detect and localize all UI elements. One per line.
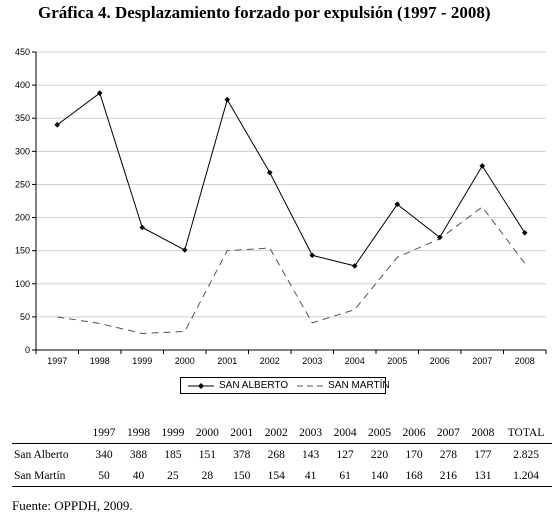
data-point-marker bbox=[521, 229, 528, 236]
table-cell: 151 bbox=[198, 448, 216, 461]
table-cell: 1.204 bbox=[500, 465, 552, 487]
data-point-marker bbox=[436, 234, 443, 241]
column-header: 2003 bbox=[293, 422, 328, 444]
table-header-row: 1997 1998 1999 2000 2001 2002 2003 2004 2005 2006… bbox=[12, 422, 552, 444]
table-corner bbox=[12, 422, 87, 444]
data-point-marker bbox=[181, 247, 188, 253]
axes bbox=[32, 51, 547, 354]
table-cell: 140 bbox=[362, 465, 397, 487]
x-tick-label: 1999 bbox=[132, 356, 152, 366]
data-point-marker bbox=[394, 201, 401, 208]
column-header: 1999 bbox=[155, 422, 191, 444]
table-cell: 168 bbox=[396, 465, 432, 487]
source-note: Fuente: OPPDH, 2009. bbox=[12, 498, 133, 513]
chart-title: Gráfica 4. Desplazamiento forzado por ex… bbox=[38, 3, 491, 22]
y-tick-label: 0 bbox=[25, 345, 30, 355]
series-line-san-martin bbox=[57, 206, 526, 334]
data-point-marker bbox=[309, 252, 316, 259]
row-label: San Martín bbox=[12, 465, 87, 487]
column-header: 1997 bbox=[86, 422, 122, 444]
column-header: 1998 bbox=[121, 422, 156, 444]
x-tick-label: 1998 bbox=[90, 356, 110, 366]
table-cell: 170 bbox=[405, 448, 423, 461]
table-cell: 127 bbox=[336, 448, 354, 461]
legend-item-san-alberto: SAN ALBERTO bbox=[187, 380, 288, 391]
table-cell: 154 bbox=[258, 465, 294, 487]
y-tick-label: 100 bbox=[15, 279, 30, 289]
column-header: 2006 bbox=[396, 422, 432, 444]
column-header: 2001 bbox=[224, 422, 259, 444]
table-cell: 216 bbox=[431, 465, 466, 487]
y-tick-label: 150 bbox=[15, 246, 30, 256]
x-tick-label: 2000 bbox=[175, 356, 195, 366]
x-tick-label: 2005 bbox=[387, 356, 407, 366]
row-label: San Alberto bbox=[14, 448, 69, 461]
legend-solid-line-icon bbox=[188, 382, 214, 389]
table-cell: 25 bbox=[155, 465, 191, 487]
legend-item-san-martin: SAN MARTÍN bbox=[296, 380, 390, 391]
column-header: 2005 bbox=[362, 422, 397, 444]
x-tick-label: 2006 bbox=[430, 356, 450, 366]
y-tick-label: 300 bbox=[15, 146, 30, 156]
column-header: TOTAL bbox=[500, 422, 552, 444]
data-point-marker bbox=[266, 169, 273, 176]
table-cell: 340 bbox=[95, 448, 113, 461]
table-cell: 268 bbox=[267, 448, 285, 461]
data-point-marker bbox=[479, 163, 486, 169]
table-row: San Martín 50 40 25 28 150 154 41 61 140 168 216 131… bbox=[12, 465, 552, 487]
table-cell: 378 bbox=[233, 448, 251, 461]
data-table: 1997 1998 1999 2000 2001 2002 2003 2004 2005 2006… bbox=[12, 422, 552, 487]
series-lines bbox=[56, 92, 526, 334]
data-point-marker bbox=[139, 224, 146, 231]
series-markers bbox=[54, 90, 528, 269]
table-cell: 61 bbox=[327, 465, 363, 487]
x-tick-label: 2007 bbox=[472, 356, 492, 366]
legend-label-san-martin: SAN MARTÍN bbox=[328, 380, 390, 391]
table-cell: 50 bbox=[86, 465, 122, 487]
table-cell: 143 bbox=[302, 448, 320, 461]
legend-dashed-line-icon bbox=[297, 385, 324, 386]
y-tick-label: 50 bbox=[20, 312, 30, 322]
table-body: San Alberto 340 388 185 151 378 268 143 127 220 17… bbox=[12, 444, 552, 487]
grid bbox=[36, 51, 546, 351]
line-chart: 0 50 100 150 200 250 300 350 400 450 1997 1998 1999 2… bbox=[15, 47, 547, 366]
y-tick-label: 400 bbox=[15, 80, 30, 90]
tick-labels: 0 50 100 150 200 250 300 350 400 450 1997 1998 1999 2… bbox=[15, 47, 535, 366]
column-header: 2007 bbox=[431, 422, 466, 444]
table-cell: 150 bbox=[224, 465, 259, 487]
legend: SAN ALBERTO SAN MARTÍN bbox=[180, 377, 390, 394]
column-header: 2008 bbox=[465, 422, 501, 444]
data-point-marker bbox=[96, 90, 103, 96]
data-point-marker bbox=[224, 96, 231, 103]
column-header: 2004 bbox=[327, 422, 363, 444]
table-cell: 28 bbox=[190, 465, 225, 487]
table-cell: 2.825 bbox=[513, 448, 539, 461]
table-cell: 41 bbox=[293, 465, 328, 487]
table-cell: 185 bbox=[164, 448, 182, 461]
x-tick-label: 2001 bbox=[217, 356, 237, 366]
table-row: San Alberto 340 388 185 151 378 268 143 127 220 17… bbox=[12, 444, 552, 466]
y-tick-label: 250 bbox=[15, 179, 30, 189]
y-tick-label: 450 bbox=[15, 47, 30, 57]
x-tick-label: 2003 bbox=[302, 356, 322, 366]
legend-label-san-alberto: SAN ALBERTO bbox=[219, 380, 289, 391]
table-cell: 131 bbox=[465, 465, 501, 487]
y-tick-label: 350 bbox=[15, 113, 30, 123]
x-tick-label: 1997 bbox=[47, 356, 67, 366]
table-cell: 388 bbox=[129, 448, 148, 461]
table-cell: 177 bbox=[474, 448, 492, 461]
y-tick-label: 200 bbox=[15, 213, 30, 223]
x-tick-label: 2002 bbox=[260, 356, 280, 366]
column-header: 2000 bbox=[190, 422, 225, 444]
x-tick-label: 2004 bbox=[345, 356, 365, 366]
column-header: 2002 bbox=[258, 422, 294, 444]
x-tick-label: 2008 bbox=[515, 356, 535, 366]
series-line-san-alberto bbox=[56, 92, 526, 267]
table-cell: 220 bbox=[370, 448, 389, 461]
data-point-marker bbox=[54, 122, 61, 128]
table-cell: 40 bbox=[121, 465, 156, 487]
table-cell: 278 bbox=[439, 448, 458, 461]
data-point-marker bbox=[351, 263, 358, 269]
